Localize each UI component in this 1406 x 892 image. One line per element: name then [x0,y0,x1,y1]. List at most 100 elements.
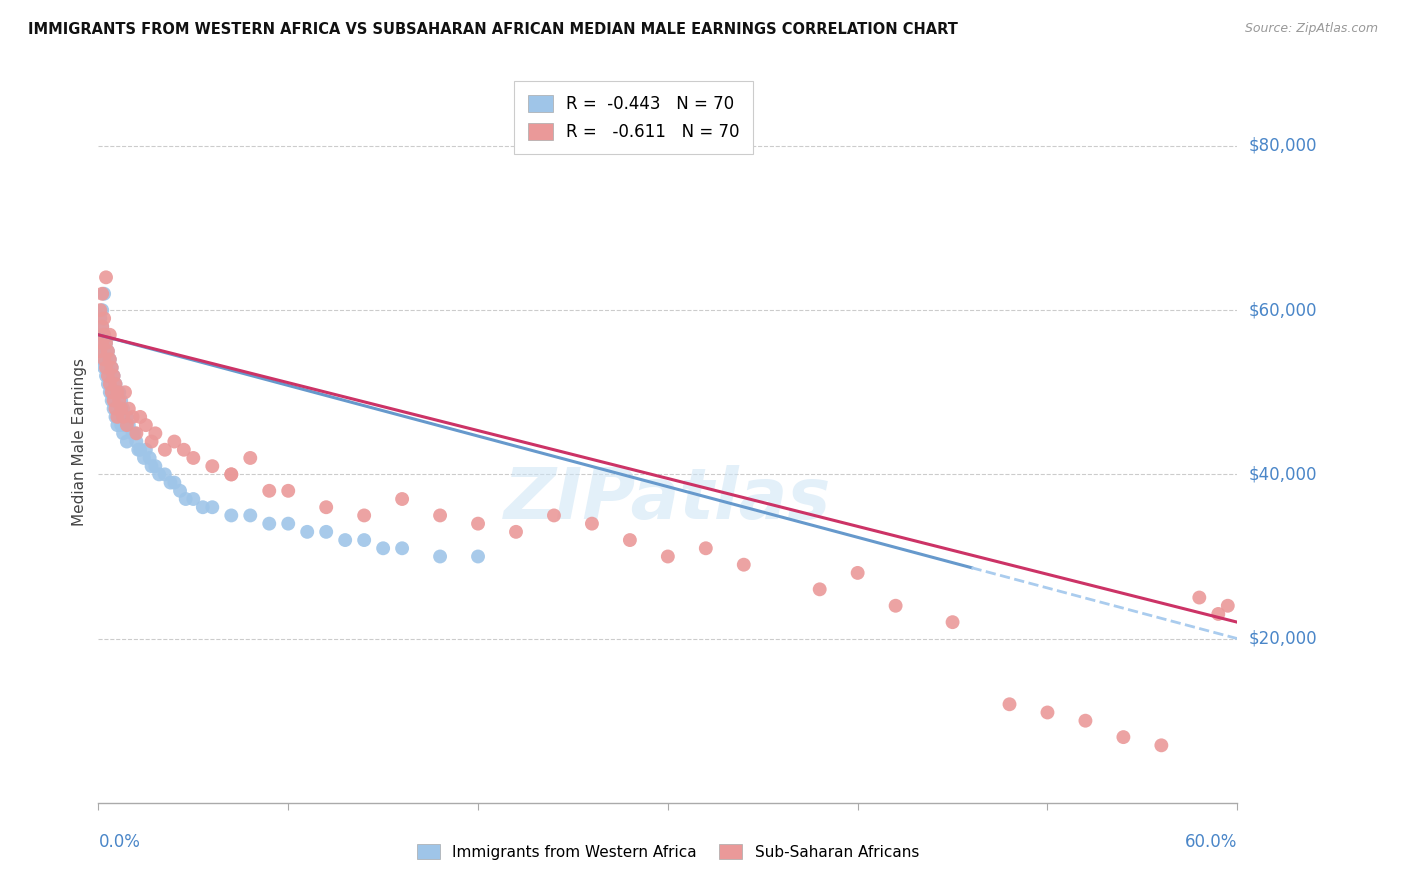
Point [657,549,679,564]
Point [124,426,146,441]
Point [93,311,115,326]
Text: $20,000: $20,000 [1249,630,1317,648]
Point [97,368,120,383]
Point [174,491,197,506]
Point [221,467,243,482]
Text: $80,000: $80,000 [1249,137,1317,155]
Point [91,352,114,367]
Point [93,360,115,375]
Point [543,508,565,523]
Point [153,467,176,482]
Point [98,377,121,392]
Point [619,533,641,547]
Text: $40,000: $40,000 [1249,466,1317,483]
Point [141,434,163,449]
Point [125,434,148,449]
Point [335,533,357,547]
Point [942,615,965,630]
Point [94,336,117,351]
Point [127,442,149,457]
Point [100,360,122,375]
Point [89,303,111,318]
Point [135,418,157,433]
Point [121,409,143,424]
Point [104,409,127,424]
Point [100,385,122,400]
Point [91,319,114,334]
Point [97,360,120,375]
Point [277,516,299,531]
Point [239,508,262,523]
Point [695,541,717,556]
Point [148,467,170,482]
Point [89,344,111,359]
Point [884,599,907,613]
Point [118,401,141,416]
Point [315,524,337,539]
Point [107,385,129,400]
Point [221,467,243,482]
Point [103,385,125,400]
Point [98,368,121,383]
Point [100,360,122,375]
Point [129,409,152,424]
Point [259,516,281,531]
Legend: Immigrants from Western Africa, Sub-Saharan Africans: Immigrants from Western Africa, Sub-Saha… [409,836,927,867]
Point [169,483,191,498]
Point [94,270,117,285]
Point [183,491,205,506]
Point [1074,714,1097,728]
Text: 60.0%: 60.0% [1185,833,1237,851]
Point [107,385,129,400]
Point [221,508,243,523]
Point [429,508,451,523]
Point [1150,739,1173,753]
Point [1188,591,1211,605]
Point [108,393,131,408]
Point [104,377,127,392]
Point [505,524,527,539]
Point [89,311,111,326]
Point [259,483,281,498]
Point [89,327,111,342]
Point [112,426,135,441]
Point [1216,599,1239,613]
Point [429,549,451,564]
Point [103,393,125,408]
Point [114,385,136,400]
Point [141,459,163,474]
Point [391,541,413,556]
Point [104,401,127,416]
Point [107,409,129,424]
Point [315,500,337,515]
Point [163,475,186,490]
Point [98,352,121,367]
Point [112,409,135,424]
Point [94,352,117,367]
Point [239,450,262,465]
Point [97,344,120,359]
Point [91,336,114,351]
Point [201,459,224,474]
Point [93,327,115,342]
Point [159,475,181,490]
Point [93,344,115,359]
Point [110,401,132,416]
Point [104,377,127,392]
Point [808,582,831,597]
Point [163,434,186,449]
Point [97,344,120,359]
Point [93,327,115,342]
Point [1112,730,1135,744]
Point [467,549,489,564]
Text: Source: ZipAtlas.com: Source: ZipAtlas.com [1244,22,1378,36]
Point [91,286,114,301]
Point [277,483,299,498]
Point [94,360,117,375]
Point [297,524,319,539]
Text: ZIPatlas: ZIPatlas [505,465,831,533]
Point [100,393,122,408]
Point [183,450,205,465]
Point [118,418,141,433]
Point [191,500,214,515]
